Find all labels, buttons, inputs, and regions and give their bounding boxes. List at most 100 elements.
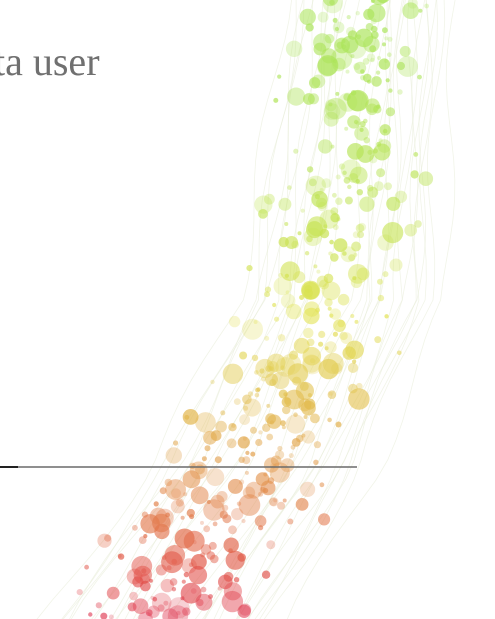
bubble (356, 224, 365, 233)
bubble (255, 393, 260, 398)
bubble (327, 418, 332, 423)
bubble (300, 9, 316, 25)
bubble (333, 319, 346, 332)
bubble (167, 565, 172, 570)
bubble (205, 445, 211, 451)
bubble (316, 270, 320, 274)
bubble (88, 612, 92, 616)
bubble (298, 231, 302, 235)
bubble (182, 580, 186, 584)
bubble (335, 27, 339, 31)
bubble (376, 168, 385, 177)
bubble (140, 574, 150, 584)
bubble (318, 359, 338, 379)
bubble (223, 364, 243, 384)
bubble (246, 265, 252, 271)
bubble (293, 149, 298, 154)
bubble (96, 602, 102, 608)
bubble (237, 502, 241, 506)
bubble (388, 88, 392, 92)
strand (237, 0, 418, 619)
bubble (191, 486, 209, 504)
bubble (356, 179, 360, 183)
bubble (424, 4, 429, 9)
bubble (272, 303, 276, 307)
bubble (397, 351, 402, 356)
bubble (351, 242, 361, 252)
bubble (250, 427, 257, 434)
bubble (175, 529, 195, 549)
bubble (296, 498, 309, 511)
bubble (84, 565, 89, 570)
bubble (203, 525, 210, 532)
bubble (287, 88, 305, 106)
bubble (166, 447, 182, 463)
bubble (377, 279, 383, 285)
bubble (318, 202, 327, 211)
bubble (384, 182, 392, 190)
bubble (266, 540, 275, 549)
bubble (77, 589, 83, 595)
bubble (307, 166, 313, 172)
bubble (320, 229, 329, 238)
page: ta user (0, 0, 495, 619)
bubble (352, 360, 356, 364)
strand (69, 0, 303, 619)
bubble (347, 185, 351, 189)
bubble (265, 287, 271, 293)
bubble (234, 398, 241, 405)
bubble (303, 93, 315, 105)
bubble (165, 479, 186, 500)
bubble (333, 22, 345, 34)
bubble (147, 606, 159, 618)
bubble (255, 515, 267, 527)
bubble (318, 12, 329, 23)
bubble (397, 89, 402, 94)
bubble (382, 42, 386, 46)
bubble (330, 207, 338, 215)
bubble (118, 554, 122, 558)
bubble (200, 521, 204, 525)
bubble (262, 571, 270, 579)
bubble (367, 187, 378, 198)
bubble (208, 594, 213, 599)
bubble (129, 592, 138, 601)
bubble (218, 586, 222, 590)
bubble (234, 577, 239, 582)
bubble (278, 198, 291, 211)
bubble (269, 498, 277, 506)
bubble (278, 334, 285, 341)
bubble (303, 355, 322, 374)
bubble (371, 31, 379, 39)
bubble (163, 601, 168, 606)
bubble (206, 468, 224, 486)
bubble (132, 525, 138, 531)
bubble (170, 578, 178, 586)
bubble (376, 71, 380, 75)
bubble (313, 460, 318, 465)
bubble (153, 597, 158, 602)
bubble (258, 430, 262, 434)
bubble (345, 197, 353, 205)
bubble (266, 434, 273, 441)
bubble (211, 495, 225, 509)
bubble (239, 457, 245, 463)
bubble (173, 440, 178, 445)
bubble (181, 516, 185, 520)
bubble (329, 240, 334, 245)
bubble (363, 119, 368, 124)
bubble (382, 27, 388, 33)
bubble (322, 178, 332, 188)
bubble (274, 277, 292, 295)
bubble (325, 34, 335, 44)
bubble (241, 519, 245, 523)
strands (36, 0, 455, 619)
bubble (300, 382, 309, 391)
bubble (388, 37, 393, 42)
bubble (303, 328, 313, 338)
bubble (379, 58, 390, 69)
bubble (305, 251, 309, 255)
strand (71, 0, 314, 619)
bubble (238, 436, 250, 448)
bubble (284, 222, 288, 226)
